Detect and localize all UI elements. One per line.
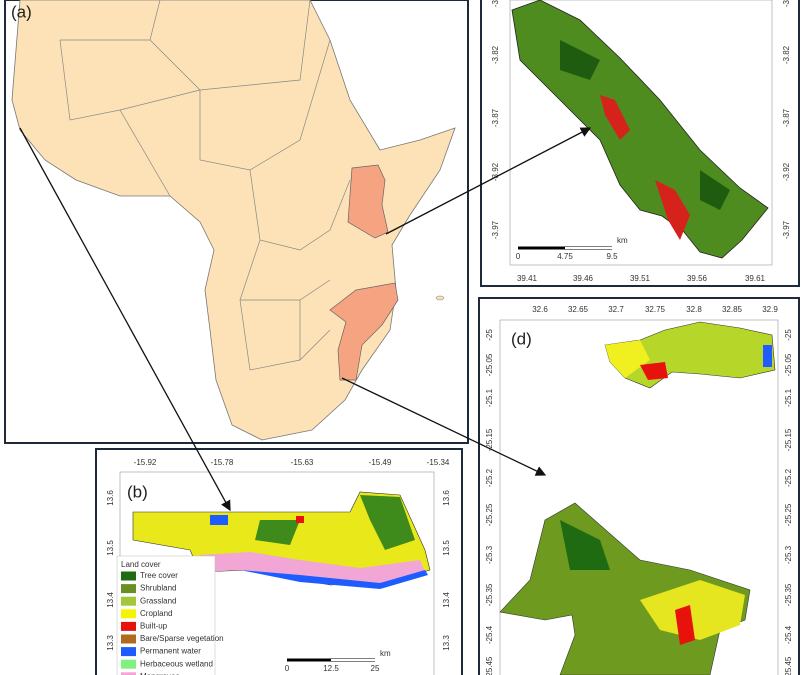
tick-label: -15.78	[211, 458, 234, 467]
tick-label: -25	[784, 329, 793, 341]
tick-label: 25	[371, 664, 380, 673]
legend-label: Shrubland	[140, 584, 176, 593]
tick-label: 39.56	[687, 274, 708, 283]
tick-label: -3.97	[491, 220, 500, 239]
legend-label: Tree cover	[140, 571, 178, 580]
tick-label: 13.6	[442, 490, 451, 506]
tick-label: 12.5	[323, 664, 339, 673]
legend-swatch	[121, 634, 136, 644]
legend-swatch	[121, 571, 136, 581]
tick-label: -25.15	[485, 428, 494, 451]
legend-label: Cropland	[140, 609, 172, 618]
mozambique	[329, 282, 399, 381]
legend-label: Bare/Sparse vegetation	[140, 634, 224, 643]
legend-swatch	[121, 596, 136, 606]
tick-label: km	[617, 236, 628, 245]
tick-label: -3.77	[782, 0, 791, 7]
legend-swatch	[121, 672, 136, 675]
legend-label: Herbaceous wetland	[140, 659, 213, 668]
tick-label: -25.05	[485, 353, 494, 376]
tick-label: -3.82	[782, 45, 791, 64]
legend-label: Permanent water	[140, 647, 201, 656]
tick-label: 39.41	[517, 274, 538, 283]
panel-label: (d)	[511, 329, 532, 348]
tick-label: -15.49	[369, 458, 392, 467]
tick-label: -25.4	[784, 625, 793, 644]
panel-label: (b)	[127, 482, 148, 501]
tick-label: -25	[485, 329, 494, 341]
tick-label: -15.92	[134, 458, 157, 467]
tick-label: km	[380, 649, 391, 658]
tick-label: 32.6	[532, 305, 548, 314]
tick-label: -25.2	[784, 468, 793, 487]
tick-label: 32.75	[645, 305, 666, 314]
tick-label: -3.92	[491, 162, 500, 181]
tick-label: -15.63	[291, 458, 314, 467]
tick-label: 32.85	[722, 305, 743, 314]
tick-label: 32.9	[762, 305, 778, 314]
tick-label: 13.3	[442, 635, 451, 651]
legend-label: Mangroves	[140, 672, 180, 675]
tick-label: -25.35	[485, 583, 494, 606]
legend-swatch	[121, 659, 136, 669]
panel-d: (d)	[478, 297, 800, 675]
tick-label: -25.1	[485, 388, 494, 407]
legend-label: Grassland	[140, 596, 176, 605]
legend-title: Land cover	[121, 560, 161, 569]
kenya	[347, 164, 389, 239]
tick-label: 13.4	[442, 592, 451, 608]
legend-swatch	[121, 647, 136, 657]
tick-label: 39.61	[745, 274, 766, 283]
tick-label: -25.4	[485, 625, 494, 644]
tick-label: 39.51	[630, 274, 651, 283]
panel-b: (b) Land cover	[95, 448, 463, 675]
tick-label: -15.34	[427, 458, 450, 467]
tick-label: 39.46	[573, 274, 594, 283]
tick-label: -25.1	[784, 388, 793, 407]
arrows	[19, 127, 592, 512]
tick-label: 4.75	[557, 252, 573, 261]
tick-label: 32.7	[608, 305, 624, 314]
legend-swatch	[121, 609, 136, 619]
tick-label: 13.5	[106, 540, 115, 556]
tick-label: 13.3	[106, 635, 115, 651]
tick-label: -25.25	[784, 503, 793, 526]
tick-label: -3.87	[491, 108, 500, 127]
tick-label: -3.87	[782, 108, 791, 127]
tick-label: -25.3	[485, 545, 494, 564]
legend-label: Built-up	[140, 622, 168, 631]
tick-label: -3.92	[782, 162, 791, 181]
tick-label: -25.25	[485, 503, 494, 526]
tick-label: 13.6	[106, 490, 115, 506]
panel-label: (a)	[11, 2, 32, 21]
tick-label: -25.2	[485, 468, 494, 487]
tick-label: 9.5	[606, 252, 618, 261]
tick-label: 13.5	[442, 540, 451, 556]
tick-label: -25.45	[485, 656, 494, 675]
tick-label: -25.3	[784, 545, 793, 564]
tick-label: 32.65	[568, 305, 589, 314]
tick-label: -3.82	[491, 45, 500, 64]
tick-label: -25.45	[784, 656, 793, 675]
tick-label: -25.35	[784, 583, 793, 606]
tick-label: 32.8	[686, 305, 702, 314]
tick-label: -25.15	[784, 428, 793, 451]
tick-label: -3.77	[491, 0, 500, 7]
legend-swatch	[121, 584, 136, 594]
legend-swatch	[121, 621, 136, 631]
tick-label: -25.05	[784, 353, 793, 376]
tick-label: -3.97	[782, 220, 791, 239]
tick-label: 13.4	[106, 592, 115, 608]
panel-c	[480, 0, 800, 287]
tick-label: 0	[516, 252, 521, 261]
tick-label: 0	[285, 664, 290, 673]
panel-a: (a)	[4, 0, 469, 444]
